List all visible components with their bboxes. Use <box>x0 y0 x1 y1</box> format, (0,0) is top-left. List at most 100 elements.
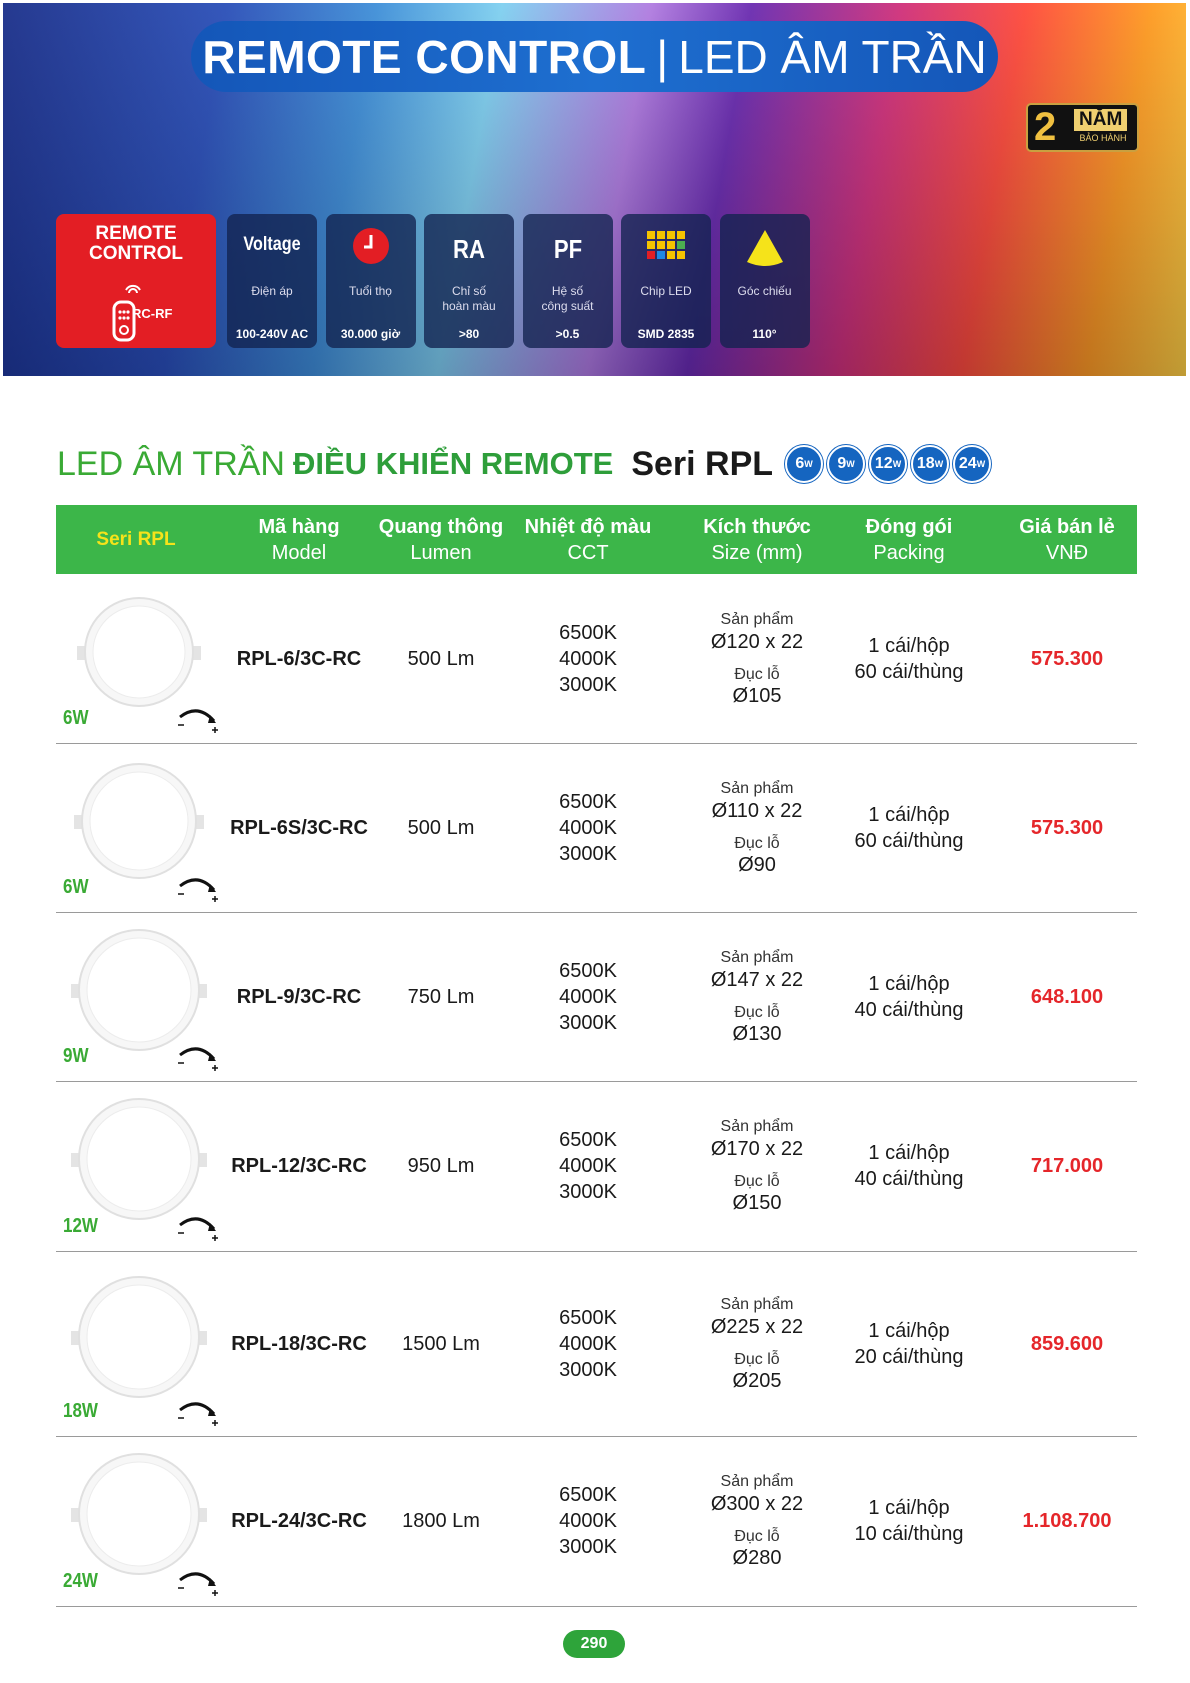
cutout-label: Đục lỗ <box>734 1003 780 1021</box>
size-label: Sản phẩm <box>720 610 794 628</box>
cct: 3000K <box>559 1011 617 1034</box>
packing: 1 cái/hộp <box>868 803 950 826</box>
cutout-label: Đục lỗ <box>734 665 780 683</box>
feature-tile: Chip LED SMD 2835 <box>621 214 711 348</box>
badge-unit: W <box>804 459 813 469</box>
size: Ø147 x 22 <box>710 968 804 991</box>
warranty-label: BẢO HÀNH <box>1079 133 1127 143</box>
size-label: Sản phẩm <box>720 1473 794 1490</box>
remote-title: REMOTE CONTROL <box>89 223 183 264</box>
cutout-label: Đục lỗ <box>734 834 780 852</box>
size: Ø225 x 22 <box>710 1315 804 1338</box>
cutout-label: Đục lỗ <box>734 1173 780 1190</box>
warranty-unit: NĂM <box>1074 109 1128 131</box>
lumen: 1800 Lm <box>402 1510 480 1532</box>
lamp-image <box>71 1453 207 1575</box>
remote-model: RC-RF <box>132 306 173 321</box>
packing: 1 cái/hộp <box>868 1497 950 1519</box>
feature-label: hoàn màu <box>442 299 496 313</box>
size: Ø300 x 22 <box>710 1493 804 1515</box>
row-divider <box>56 1606 1137 1607</box>
cutout: Ø205 <box>732 1369 782 1392</box>
feature-icon <box>746 230 783 266</box>
packing: 1 cái/hộp <box>868 972 950 995</box>
price: 1.108.700 <box>1022 1510 1112 1532</box>
heading-series: Seri RPL <box>631 444 774 483</box>
power-label: 9W <box>63 1045 89 1067</box>
size-label: Sản phẩm <box>720 779 794 797</box>
page-number: 290 <box>563 1630 625 1658</box>
feature-label: Điện áp <box>251 284 293 298</box>
cct: 3000K <box>559 1536 617 1558</box>
badge-unit: W <box>976 459 986 469</box>
feature-tile: RA Chỉ số hoàn màu >80 <box>424 214 514 348</box>
size: Ø110 x 22 <box>711 799 803 822</box>
cct: 3000K <box>559 1181 617 1203</box>
section-heading: LED ÂM TRẦN ĐIỀU KHIỂN REMOTE Seri RPL 6 W 9 W… <box>57 444 992 484</box>
model: RPL-18/3C-RC <box>231 1332 367 1355</box>
cct: 3000K <box>559 673 617 696</box>
dimmer-icon <box>178 1402 218 1426</box>
packing: 1 cái/hộp <box>868 634 950 657</box>
packing: 10 cái/thùng <box>854 1523 964 1545</box>
model: RPL-24/3C-RC <box>231 1510 367 1532</box>
price: 575.300 <box>1030 647 1104 670</box>
heading-light: LED ÂM TRẦN <box>57 444 285 483</box>
size-label: Sản phẩm <box>720 948 794 966</box>
header-sub: Lumen <box>410 542 472 564</box>
badge-number: 18 <box>916 455 935 472</box>
feature-tile: Voltage Điện áp 100-240V AC <box>227 214 317 348</box>
power-label: 12W <box>63 1215 98 1237</box>
power-label: 6W <box>63 876 89 898</box>
dimmer-icon <box>178 709 218 733</box>
dimmer-icon <box>178 1572 218 1596</box>
badge-unit: W <box>934 459 944 469</box>
cct: 4000K <box>559 816 617 839</box>
badge-unit: W <box>846 459 855 469</box>
feature-value: >0.5 <box>555 327 580 341</box>
cct: 6500K <box>559 1129 617 1151</box>
lamp-image <box>71 928 207 1051</box>
cutout: Ø150 <box>732 1192 782 1214</box>
row-divider <box>56 1081 1137 1082</box>
feature-icon-text: RA <box>453 234 485 264</box>
title-light: LED ÂM TRẦN <box>678 30 987 83</box>
cutout: Ø105 <box>732 684 782 707</box>
badge-number: 12 <box>874 455 893 472</box>
heading-bold: ĐIỀU KHIỂN REMOTE <box>292 446 614 481</box>
packing: 40 cái/thùng <box>854 998 964 1021</box>
feature-tile: Tuổi thọ 30.000 giờ <box>325 214 416 348</box>
power-badge: 12 W <box>869 445 908 483</box>
header-title: Giá bán lẻ <box>1019 516 1115 538</box>
remote-box: REMOTE CONTROL RC-RF <box>56 214 216 348</box>
model: RPL-9/3C-RC <box>236 985 362 1008</box>
cutout: Ø280 <box>732 1547 782 1569</box>
power-badge: 18 W <box>911 445 950 483</box>
model: RPL-6S/3C-RC <box>230 816 368 839</box>
power-badge: 24 W <box>953 445 992 483</box>
lumen: 500 Lm <box>407 647 475 670</box>
cct: 6500K <box>559 621 617 644</box>
price: 575.300 <box>1030 816 1104 839</box>
header-title: Đóng gói <box>865 516 953 538</box>
cutout-label: Đục lỗ <box>734 1350 780 1368</box>
lumen: 500 Lm <box>407 816 475 839</box>
table-header: Seri RPL Mã hàng Model Quang thông Lumen Nhiệ… <box>56 505 1137 574</box>
packing: 1 cái/hộp <box>868 1319 950 1342</box>
size: Ø120 x 22 <box>710 630 804 653</box>
model: RPL-6/3C-RC <box>236 647 362 670</box>
model: RPL-12/3C-RC <box>231 1155 367 1177</box>
cct: 4000K <box>559 647 617 670</box>
dimmer-icon <box>178 1047 218 1071</box>
feature-tile: Góc chiếu 110° <box>719 214 810 348</box>
feature-value: 30.000 giờ <box>340 327 401 341</box>
cct: 6500K <box>559 790 617 813</box>
cct: 4000K <box>559 1155 617 1177</box>
header-title: Seri RPL <box>96 529 176 550</box>
row-divider <box>56 743 1137 744</box>
header-sub: Packing <box>873 542 945 564</box>
feature-icon-text: PF <box>553 234 582 264</box>
header-sub: Model <box>271 542 327 564</box>
